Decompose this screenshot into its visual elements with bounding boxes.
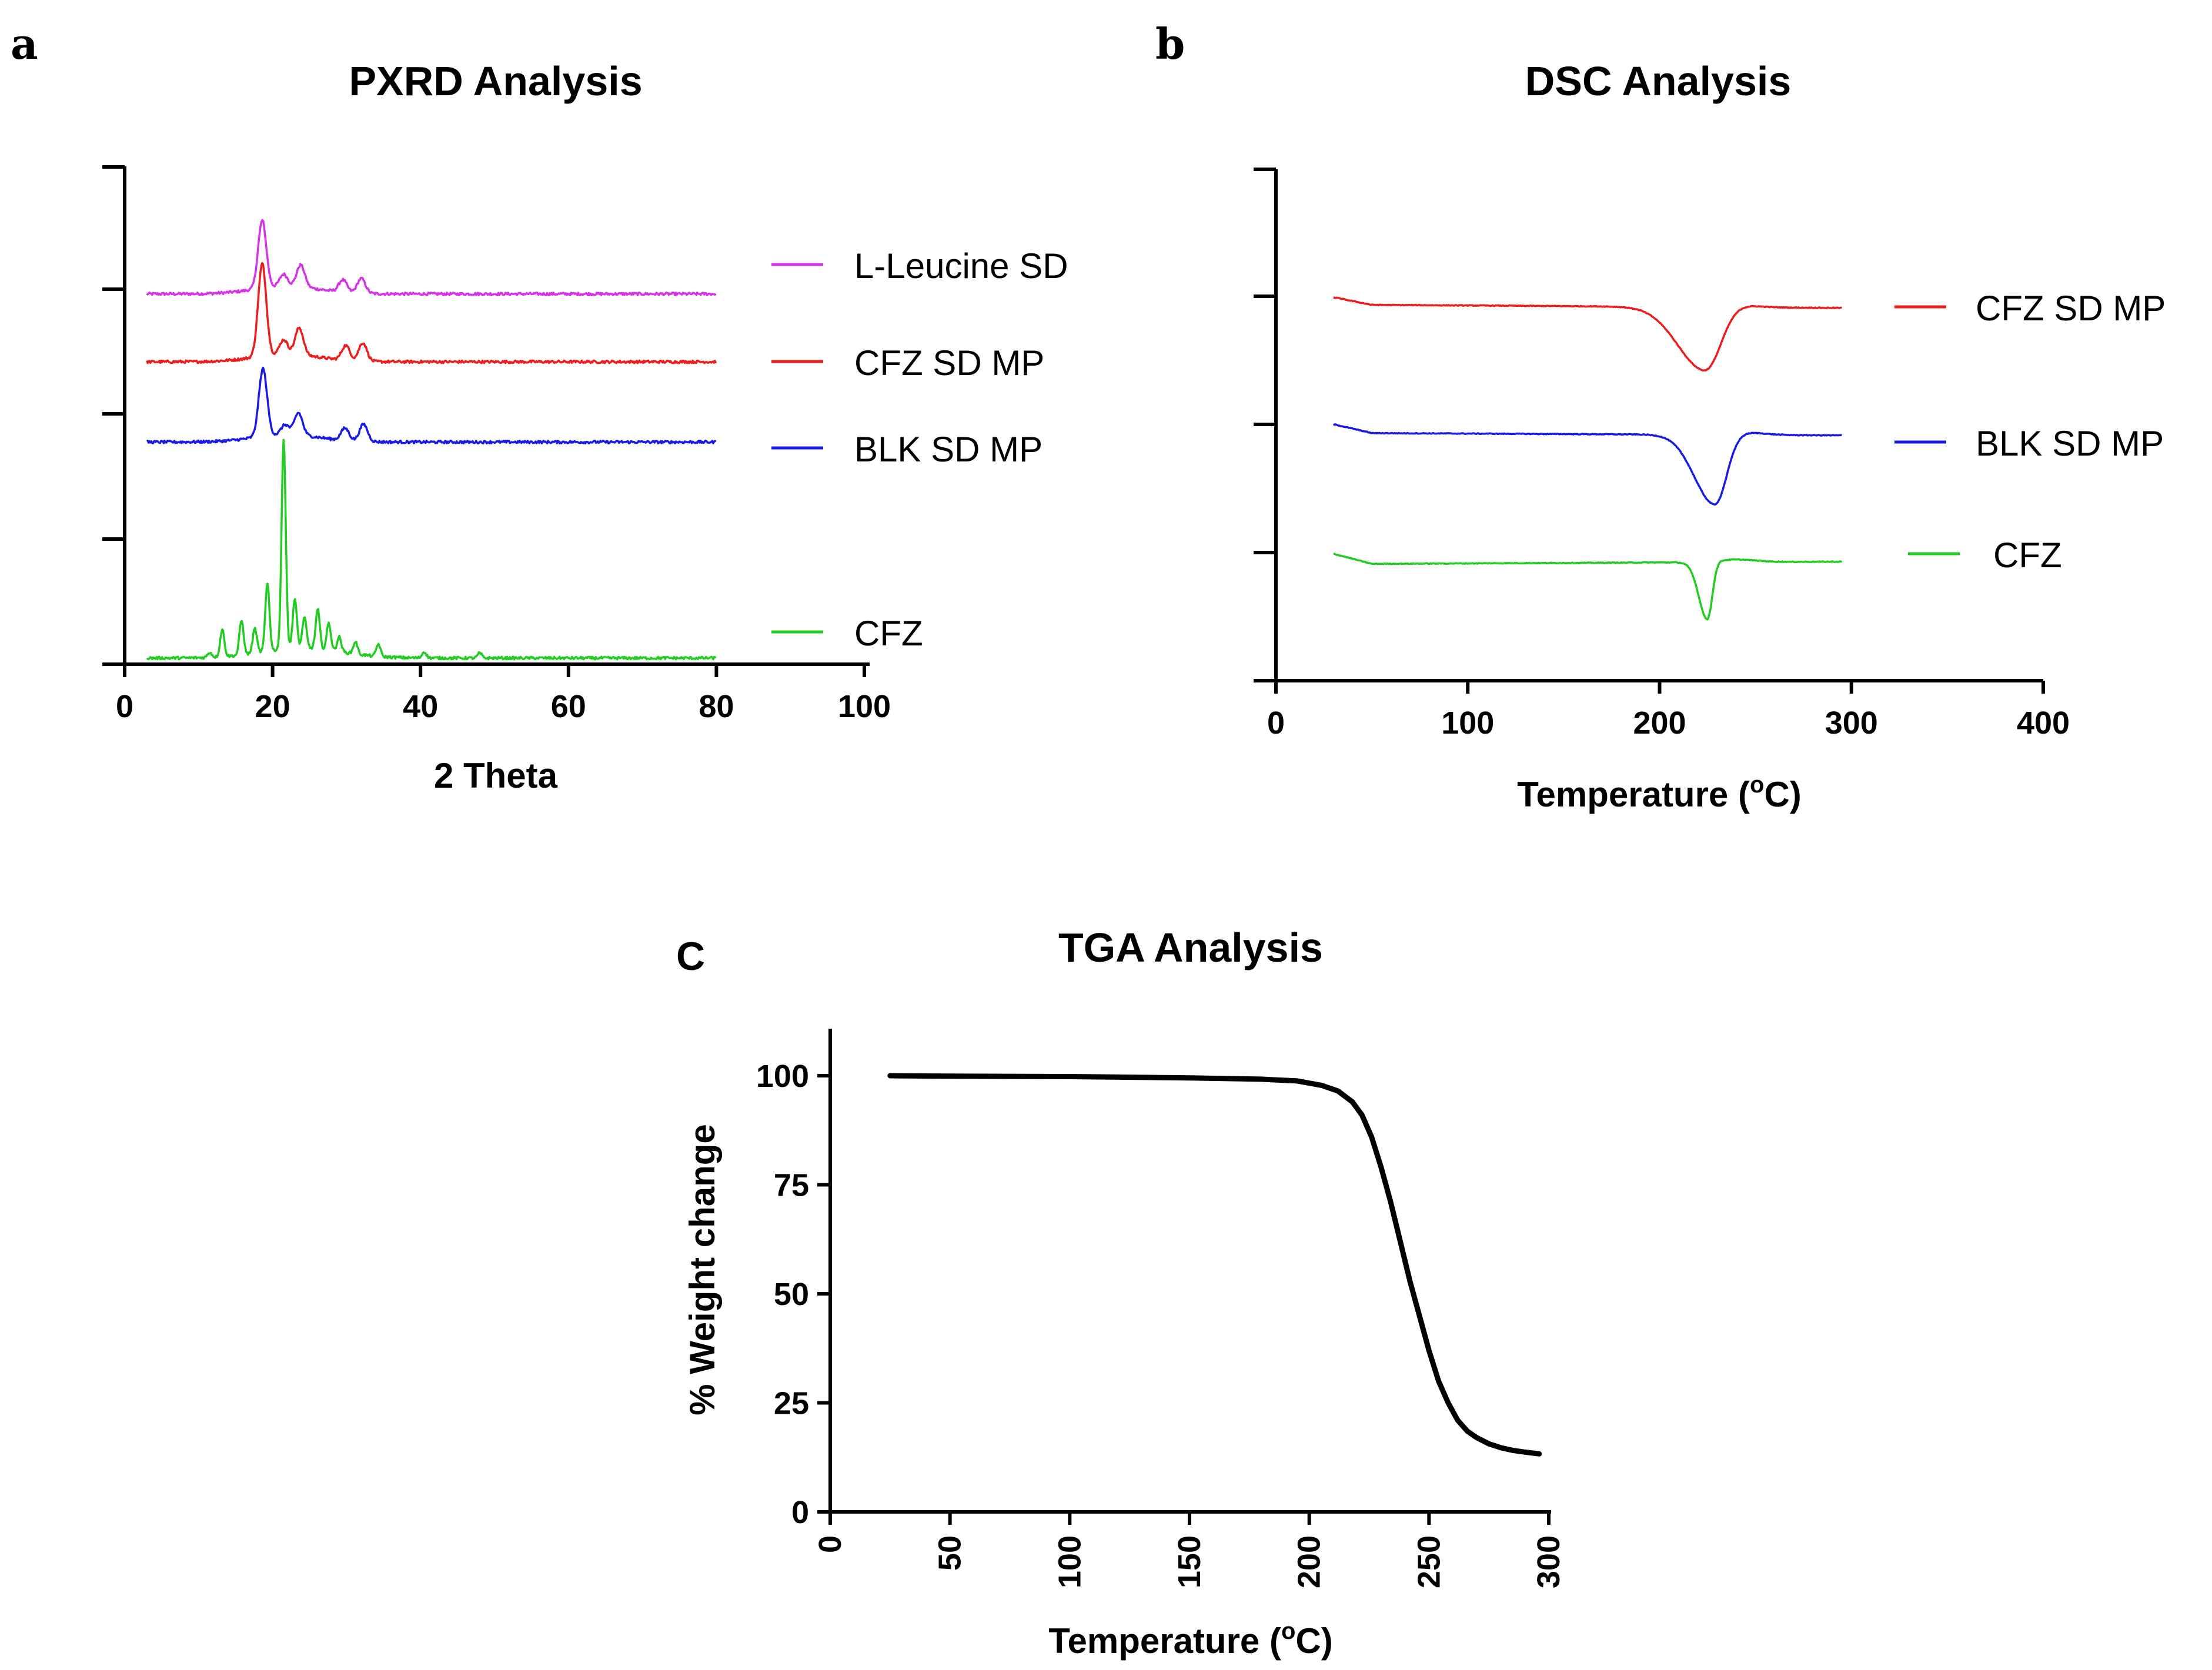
dsc-series-cfz	[1333, 553, 1843, 621]
pxrd-legend: L-Leucine SD CFZ SD MP BLK SD MP CFZ	[771, 246, 1068, 653]
panel-letter-c: C	[676, 934, 705, 979]
pxrd-x-ticks: 0 20 40 60 80 100	[116, 664, 891, 724]
tga-x-axis-label-main: Temperature (	[1048, 1621, 1281, 1661]
tga-panel: C TGA Analysis 0 25 50 75 100 0 50 100 150 200 25…	[676, 925, 1566, 1661]
tga-y-axis-label: % Weight change	[683, 1124, 722, 1415]
tga-x-axis-label: Temperature (oC)	[1048, 1618, 1332, 1661]
pxrd-legend-label-cfz-sd-mp: CFZ SD MP	[854, 343, 1044, 383]
tga-series-weight	[887, 1073, 1542, 1457]
dsc-y-ticks	[1254, 168, 1276, 682]
dsc-x-axis-label-end: C)	[1764, 775, 1801, 814]
pxrd-y-ticks	[102, 165, 125, 666]
tga-y-tick-label: 100	[756, 1059, 809, 1094]
dsc-x-axis-label-main: Temperature (	[1517, 775, 1750, 814]
pxrd-x-tick-label: 60	[551, 689, 586, 724]
tga-x-tick-label: 200	[1292, 1535, 1327, 1588]
pxrd-title: PXRD Analysis	[349, 58, 642, 104]
tga-series-group	[887, 1073, 1542, 1457]
tga-x-axis-label-sup: o	[1281, 1618, 1295, 1644]
dsc-x-tick-label: 0	[1267, 705, 1285, 741]
pxrd-x-tick-label: 0	[116, 689, 133, 724]
tga-y-tick-label: 50	[774, 1277, 809, 1312]
dsc-series-blk-sd-mp	[1332, 423, 1842, 506]
pxrd-series-group	[146, 219, 717, 661]
dsc-series-cfz-sd-mp	[1333, 296, 1842, 372]
pxrd-series-blk-sd-mp	[146, 366, 717, 445]
tga-x-tick-label: 100	[1052, 1535, 1087, 1588]
dsc-x-tick-label: 400	[2017, 705, 2070, 741]
tga-x-ticks: 0 50 100 150 200 250 300	[813, 1512, 1566, 1588]
tga-x-axis-label-end: C)	[1295, 1621, 1332, 1661]
tga-x-tick-label: 150	[1172, 1535, 1207, 1588]
pxrd-x-tick-label: 40	[403, 689, 438, 724]
pxrd-x-tick-label: 100	[838, 689, 891, 724]
tga-x-tick-label: 250	[1411, 1535, 1446, 1588]
dsc-legend-label-cfz-sd-mp: CFZ SD MP	[1976, 289, 2166, 328]
pxrd-x-axis-label: 2 Theta	[434, 756, 558, 795]
tga-y-ticks: 0 25 50 75 100	[756, 1059, 830, 1530]
tga-x-tick-label: 50	[933, 1535, 968, 1571]
tga-y-tick-label: 0	[791, 1495, 809, 1530]
dsc-x-tick-label: 200	[1633, 705, 1686, 741]
pxrd-x-tick-label: 80	[699, 689, 734, 724]
dsc-x-axis-label: Temperature (oC)	[1517, 772, 1801, 814]
dsc-series-group	[1332, 296, 1843, 621]
dsc-x-tick-label: 300	[1825, 705, 1878, 741]
tga-y-tick-label: 75	[774, 1168, 809, 1203]
dsc-title: DSC Analysis	[1525, 58, 1792, 104]
panel-letter-b: b	[1155, 19, 1185, 69]
pxrd-series-cfz-sd-mp	[146, 262, 717, 364]
pxrd-panel: a PXRD Analysis 0 20 40 60 80 100 2 Theta L-L…	[11, 19, 1068, 795]
pxrd-legend-label-cfz: CFZ	[854, 614, 923, 653]
dsc-x-ticks: 0 100 200 300 400	[1267, 681, 2070, 741]
dsc-panel: b DSC Analysis 0 100 200 300 400 Temperature…	[1155, 19, 2166, 814]
dsc-legend-label-cfz: CFZ	[1993, 536, 2062, 575]
tga-y-tick-label: 25	[774, 1386, 809, 1421]
pxrd-series-cfz	[146, 439, 717, 661]
pxrd-legend-label-blk-sd-mp: BLK SD MP	[854, 430, 1042, 469]
dsc-legend-label-blk-sd-mp: BLK SD MP	[1976, 424, 2164, 463]
dsc-legend: CFZ SD MP BLK SD MP CFZ	[1894, 289, 2166, 575]
pxrd-x-tick-label: 20	[255, 689, 290, 724]
pxrd-series-l-leucine-sd	[146, 219, 717, 297]
panel-letter-a: a	[11, 19, 38, 69]
dsc-x-axis-label-sup: o	[1750, 772, 1764, 798]
pxrd-legend-label-l-leucine: L-Leucine SD	[854, 246, 1068, 286]
tga-title: TGA Analysis	[1058, 925, 1323, 970]
dsc-x-tick-label: 100	[1441, 705, 1494, 741]
tga-x-tick-label: 300	[1531, 1535, 1566, 1588]
tga-x-tick-label: 0	[813, 1535, 848, 1553]
